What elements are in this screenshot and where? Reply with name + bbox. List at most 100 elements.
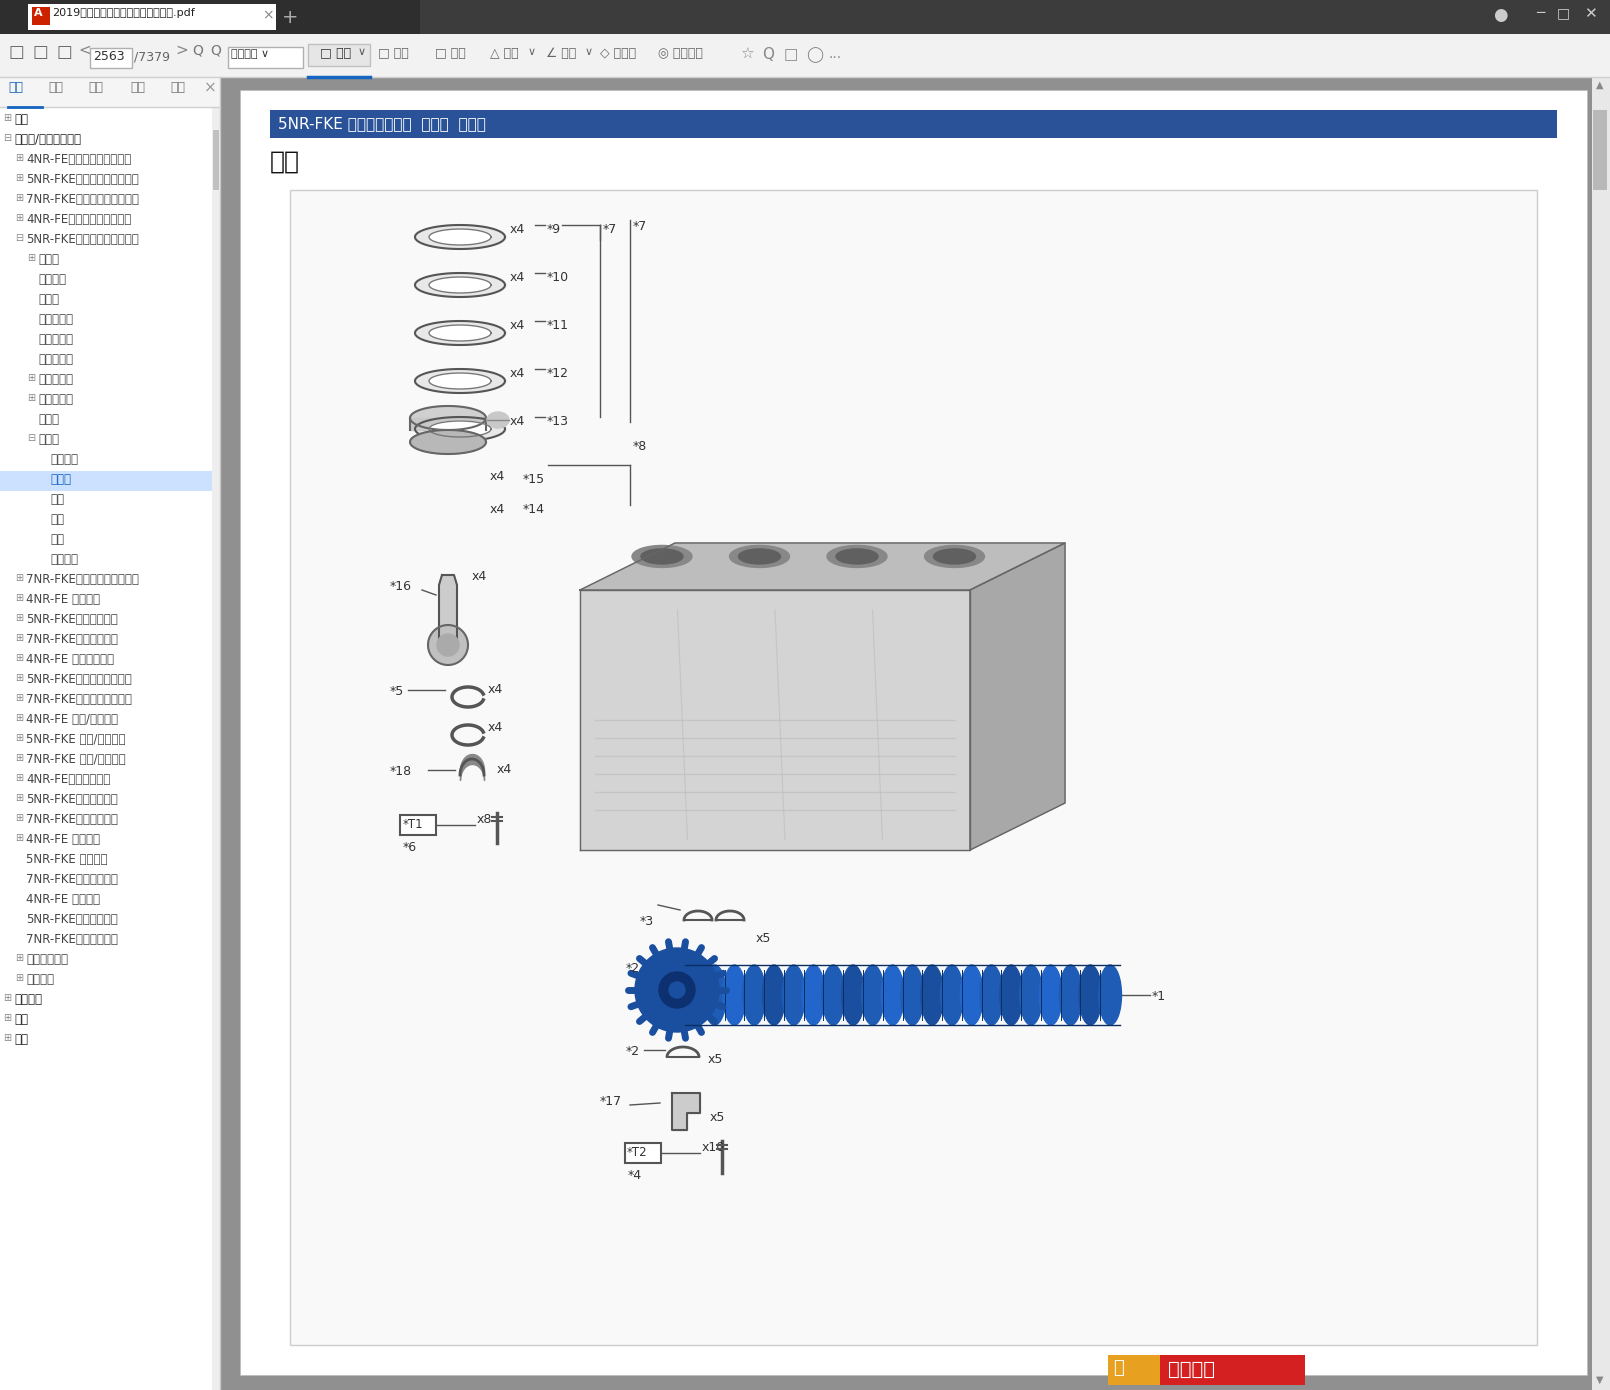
Text: 拆解: 拆解	[50, 493, 64, 506]
Text: 发动机/混合动力系统: 发动机/混合动力系统	[14, 133, 80, 146]
Text: x4: x4	[510, 271, 525, 284]
Text: 汽修帮手: 汽修帮手	[1167, 1359, 1216, 1379]
Text: x4: x4	[497, 763, 512, 776]
Text: □ 书签: □ 书签	[435, 47, 465, 60]
Text: ▼: ▼	[1596, 1375, 1604, 1384]
Circle shape	[428, 626, 469, 664]
Text: *T1: *T1	[402, 817, 423, 831]
Text: *8: *8	[633, 441, 647, 453]
Bar	[625, 1143, 662, 1163]
Text: ∠ 画笔: ∠ 画笔	[546, 47, 576, 60]
Text: /7379: /7379	[134, 50, 171, 63]
Text: 4NR-FE（发动机控制系统）: 4NR-FE（发动机控制系统）	[26, 153, 132, 165]
Text: □: □	[1557, 6, 1570, 19]
Bar	[290, 190, 1538, 1346]
Text: 4NR-FE 起动系统: 4NR-FE 起动系统	[26, 892, 100, 906]
Ellipse shape	[704, 965, 726, 1024]
Circle shape	[658, 972, 696, 1008]
Text: x4: x4	[489, 470, 506, 482]
Text: 批注: 批注	[130, 81, 145, 95]
Text: *16: *16	[390, 580, 412, 594]
Text: *17: *17	[601, 1095, 621, 1108]
Text: □ 目录: □ 目录	[320, 47, 351, 60]
Bar	[1159, 1355, 1306, 1384]
Text: 5NR-FKE 进气/排气系统: 5NR-FKE 进气/排气系统	[26, 733, 126, 746]
Text: *14: *14	[523, 503, 546, 516]
Text: ⊞: ⊞	[27, 393, 35, 403]
Text: 重新装配: 重新装配	[50, 553, 77, 566]
Text: *7: *7	[604, 222, 617, 236]
Text: ⊞: ⊞	[3, 1033, 11, 1042]
Text: 4NR-FE（冷却系统）: 4NR-FE（冷却系统）	[26, 773, 109, 785]
Polygon shape	[411, 418, 486, 430]
Ellipse shape	[960, 965, 984, 1024]
Ellipse shape	[823, 965, 845, 1024]
Text: ▲: ▲	[1596, 81, 1604, 90]
Text: ✕: ✕	[1584, 6, 1597, 21]
Ellipse shape	[1079, 965, 1101, 1024]
Text: *10: *10	[547, 271, 568, 284]
Ellipse shape	[861, 965, 884, 1024]
Text: 曲轴前油封: 曲轴前油封	[39, 334, 72, 346]
Ellipse shape	[934, 549, 976, 564]
Text: ⊞: ⊞	[14, 632, 23, 644]
Text: 检查: 检查	[50, 513, 64, 525]
Text: 5NR-FKE（排放控制系统）: 5NR-FKE（排放控制系统）	[26, 673, 132, 687]
Text: ×: ×	[262, 8, 274, 22]
Polygon shape	[671, 1093, 700, 1130]
Text: ☆: ☆	[741, 47, 753, 63]
Text: x8: x8	[477, 813, 493, 826]
Bar	[213, 107, 221, 1390]
Text: 启停系统: 启停系统	[26, 973, 55, 986]
Ellipse shape	[763, 965, 786, 1024]
Text: 概述: 概述	[14, 113, 27, 126]
Text: x5: x5	[708, 1054, 723, 1066]
Text: ⊞: ⊞	[14, 172, 23, 183]
Text: ●: ●	[1492, 6, 1507, 24]
Text: 7NR-FKE（排放控制系统）: 7NR-FKE（排放控制系统）	[26, 694, 132, 706]
Bar	[1108, 1355, 1159, 1384]
Polygon shape	[415, 225, 506, 249]
Text: x10: x10	[702, 1141, 724, 1154]
Polygon shape	[428, 325, 491, 341]
Polygon shape	[415, 368, 506, 393]
Bar	[0, 471, 213, 491]
Text: ⊞: ⊞	[14, 673, 23, 682]
Text: ⊟: ⊟	[3, 133, 11, 143]
Bar	[270, 110, 1557, 138]
Text: *4: *4	[628, 1169, 642, 1182]
Text: *5: *5	[390, 685, 404, 698]
Text: 传动系统: 传动系统	[14, 992, 42, 1006]
Text: 更换: 更换	[50, 532, 64, 546]
Text: ⊞: ⊞	[14, 594, 23, 603]
Text: ⊟: ⊟	[14, 234, 23, 243]
Text: 发动机单元: 发动机单元	[39, 393, 72, 406]
Bar	[399, 815, 436, 835]
Text: ⊞: ⊞	[14, 794, 23, 803]
Bar	[32, 7, 50, 25]
Text: *1: *1	[1153, 990, 1166, 1004]
Ellipse shape	[684, 965, 707, 1024]
Bar	[240, 90, 1587, 1375]
Text: *2: *2	[626, 962, 641, 974]
Text: 目录: 目录	[8, 81, 23, 95]
Bar	[0, 76, 221, 107]
Text: *13: *13	[547, 416, 568, 428]
Text: □: □	[56, 43, 72, 61]
Bar	[229, 47, 303, 68]
Text: +: +	[282, 8, 298, 26]
Text: □: □	[8, 43, 24, 61]
Text: □: □	[32, 43, 48, 61]
Bar	[1592, 110, 1607, 190]
Text: 2019年丰田威驰雅力士致炫维修手册.pdf: 2019年丰田威驰雅力士致炫维修手册.pdf	[52, 8, 195, 18]
Text: ∨: ∨	[357, 47, 365, 57]
Text: ⊞: ⊞	[14, 973, 23, 983]
Text: 巡航控制系统: 巡航控制系统	[26, 954, 68, 966]
Text: ⊞: ⊞	[14, 733, 23, 744]
Text: 5NR-FKE（发动机控制系统）: 5NR-FKE（发动机控制系统）	[26, 172, 138, 186]
Text: ⊞: ⊞	[14, 213, 23, 222]
Text: x4: x4	[472, 570, 488, 582]
Text: 气缸体: 气缸体	[39, 434, 60, 446]
Text: ⊞: ⊞	[14, 653, 23, 663]
Text: x4: x4	[510, 318, 525, 332]
